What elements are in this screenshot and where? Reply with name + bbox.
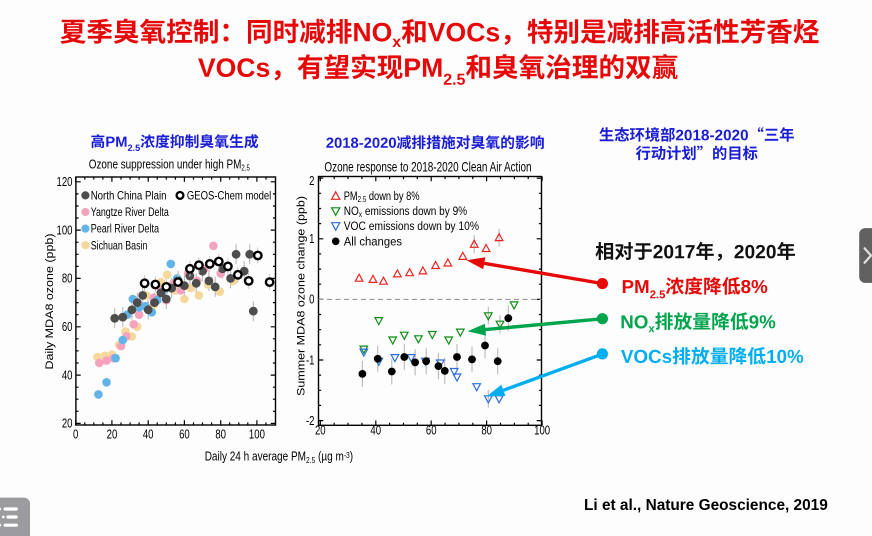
svg-text:20: 20	[107, 428, 118, 442]
svg-text:All changes: All changes	[344, 234, 402, 249]
svg-text:0: 0	[309, 294, 314, 308]
svg-text:-2: -2	[306, 415, 315, 429]
svg-text:Ozone response to 2018-2020 Cl: Ozone response to 2018-2020 Clean Air Ac…	[324, 159, 531, 175]
svg-text:GEOS-Chem model: GEOS-Chem model	[187, 190, 271, 203]
svg-text:100: 100	[249, 428, 265, 442]
svg-text:Summer MDA8 ozone change (ppb): Summer MDA8 ozone change (ppb)	[295, 196, 307, 396]
svg-text:100: 100	[534, 425, 550, 439]
svg-text:40: 40	[370, 425, 381, 439]
svg-text:Yangtze River Delta: Yangtze River Delta	[91, 207, 169, 219]
svg-text:100: 100	[57, 224, 73, 238]
svg-text:40: 40	[62, 369, 73, 383]
svg-text:1: 1	[309, 233, 314, 247]
svg-text:Daily MDA8 ozone (ppb): Daily MDA8 ozone (ppb)	[44, 233, 56, 369]
svg-text:40: 40	[143, 428, 154, 442]
svg-text:-1: -1	[306, 354, 315, 368]
svg-text:20: 20	[62, 418, 73, 432]
svg-text:60: 60	[426, 425, 437, 439]
svg-text:80: 80	[62, 273, 73, 287]
svg-text:Li et al., Nature Geoscience,: Li et al., Nature Geoscience, 2019	[584, 497, 828, 514]
svg-text:80: 80	[215, 428, 226, 442]
svg-text:60: 60	[62, 321, 73, 335]
svg-text:NOx emissions down by 9%: NOx emissions down by 9%	[344, 205, 467, 219]
svg-text:0: 0	[73, 428, 78, 442]
svg-text:VOC emissions down by 10%: VOC emissions down by 10%	[344, 220, 479, 233]
svg-text:Pearl River Delta: Pearl River Delta	[91, 223, 159, 236]
svg-text:20: 20	[315, 425, 326, 439]
svg-text:80: 80	[481, 425, 492, 439]
svg-text:PM2.5 down by 8%: PM2.5 down by 8%	[344, 190, 420, 204]
svg-text:Sichuan Basin: Sichuan Basin	[91, 240, 148, 252]
svg-text:Daily 24 h average PM2.5 (µg m: Daily 24 h average PM2.5 (µg m-3)	[205, 450, 354, 465]
svg-text:120: 120	[57, 176, 73, 190]
svg-text:60: 60	[179, 428, 190, 442]
svg-text:Ozone suppression under high P: Ozone suppression under high PM2.5	[89, 157, 250, 173]
svg-text:North China Plain: North China Plain	[91, 190, 167, 203]
svg-text:2: 2	[309, 175, 314, 189]
